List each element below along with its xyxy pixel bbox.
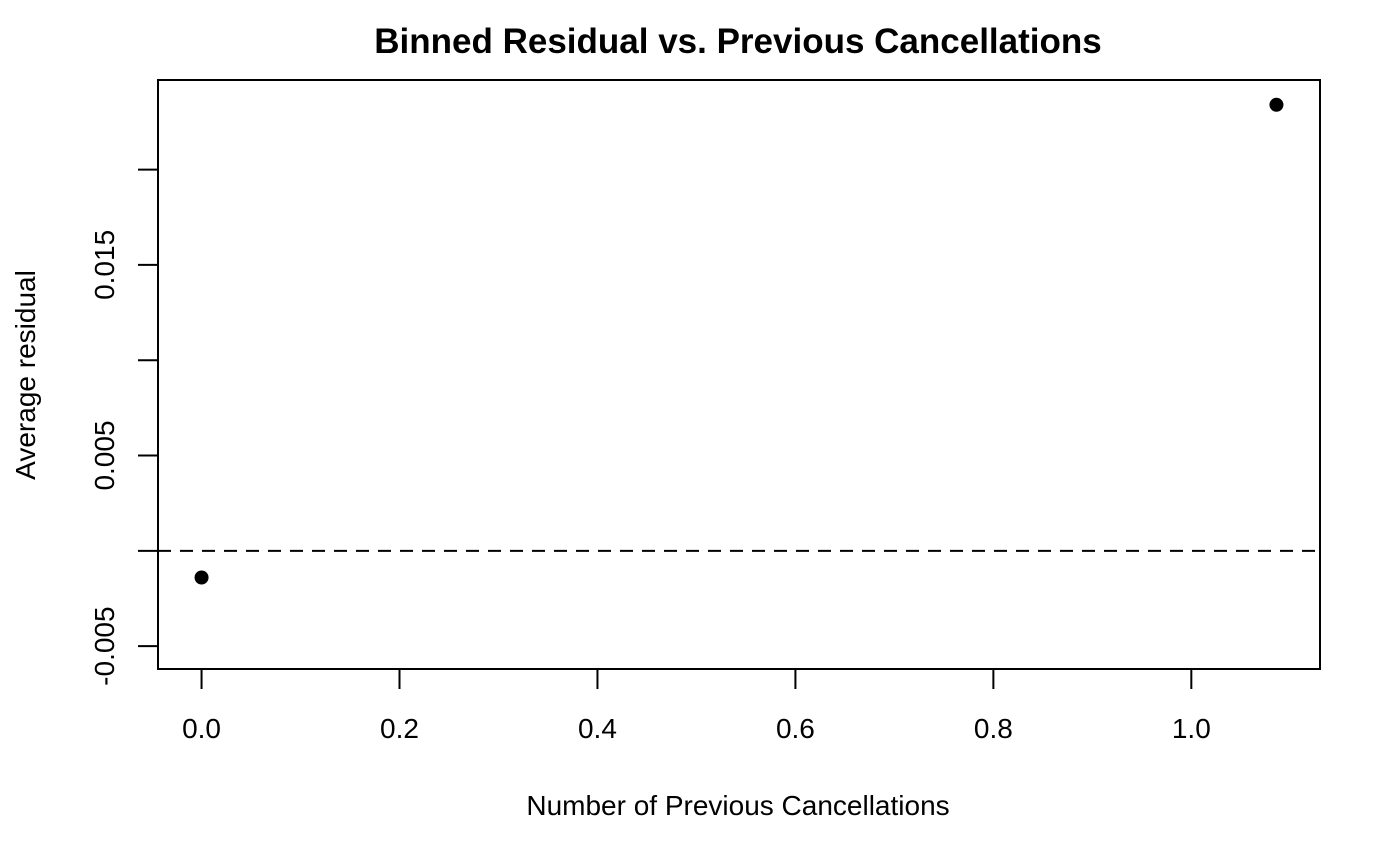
chart-title: Binned Residual vs. Previous Cancellatio… xyxy=(374,22,1101,61)
x-tick-label: 1.0 xyxy=(1172,713,1211,744)
y-tick-label: -0.005 xyxy=(89,606,120,685)
x-axis-title: Number of Previous Cancellations xyxy=(526,790,949,821)
data-point xyxy=(194,570,209,585)
y-tick-label: 0.005 xyxy=(89,420,120,490)
x-tick-label: 0.4 xyxy=(578,713,617,744)
x-tick-label: 0.2 xyxy=(380,713,419,744)
y-tick-label: 0.015 xyxy=(89,230,120,300)
plot-frame xyxy=(157,79,1321,670)
x-tick-label: 0.0 xyxy=(182,713,221,744)
x-tick-label: 0.6 xyxy=(776,713,815,744)
x-tick-label: 0.8 xyxy=(974,713,1013,744)
y-axis-title: Average residual xyxy=(10,270,41,480)
data-point xyxy=(1269,97,1284,112)
